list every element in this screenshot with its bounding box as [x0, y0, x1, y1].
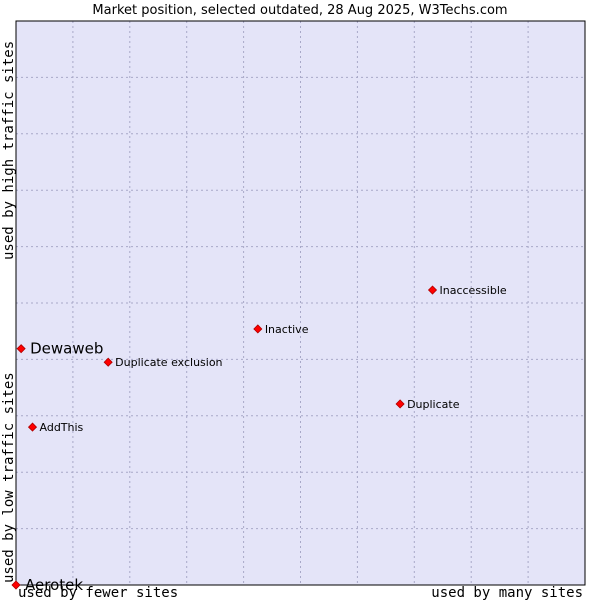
data-point-duplicate-exclusion[interactable] — [103, 357, 113, 367]
data-points: Inaccessible Inactive Dewaweb Duplicate exc… — [11, 284, 507, 594]
point-label-aerotek: Aerotek — [25, 576, 83, 594]
point-label-addthis: AddThis — [40, 421, 84, 434]
data-point-inactive[interactable] — [253, 324, 263, 334]
x-axis-label-right: used by many sites — [431, 585, 583, 600]
point-label-inaccessible: Inaccessible — [440, 284, 507, 297]
point-label-dewaweb: Dewaweb — [30, 340, 103, 358]
data-point-dewaweb[interactable] — [16, 344, 26, 354]
data-point-inaccessible[interactable] — [427, 285, 438, 295]
plot-border — [15, 20, 586, 586]
point-label-duplicate-exclusion: Duplicate exclusion — [115, 356, 222, 369]
chart-title: Market position, selected outdated, 28 A… — [92, 3, 507, 18]
y-axis-label-low: used by low traffic sites — [1, 372, 17, 583]
point-label-inactive: Inactive — [265, 323, 309, 336]
point-label-duplicate: Duplicate — [407, 398, 460, 411]
y-axis-label-high: used by high traffic sites — [1, 41, 17, 260]
x-axis-label-left: used by fewer sites — [18, 585, 178, 600]
data-point-duplicate[interactable] — [395, 399, 405, 409]
data-point-addthis[interactable] — [27, 422, 38, 432]
data-point-aerotek[interactable] — [11, 580, 21, 590]
grid — [16, 21, 585, 585]
